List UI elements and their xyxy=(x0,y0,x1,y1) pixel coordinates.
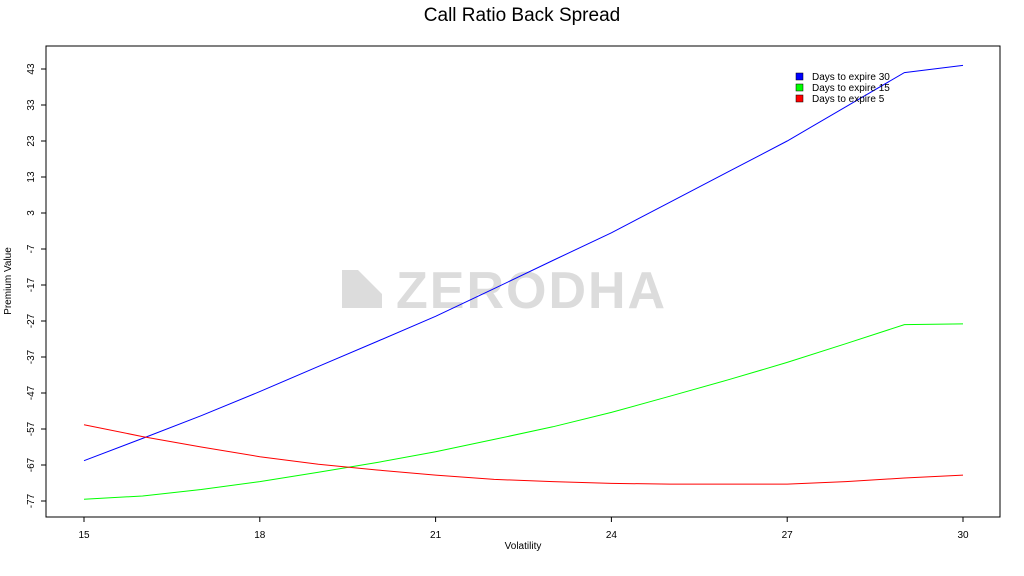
x-tick-label: 27 xyxy=(782,530,794,541)
x-tick-label: 30 xyxy=(957,530,969,541)
y-tick-label: -37 xyxy=(26,349,37,364)
y-tick-label: -17 xyxy=(26,277,37,292)
zerodha-logo-cutout xyxy=(358,270,382,294)
watermark: ZERODHA xyxy=(342,262,665,320)
y-tick-label: 33 xyxy=(26,99,37,111)
y-tick-label: 23 xyxy=(26,135,37,147)
y-tick-label: 43 xyxy=(26,63,37,75)
x-axis-title: Volatility xyxy=(505,541,542,552)
series-line-1 xyxy=(83,64,964,462)
y-tick-label: -47 xyxy=(26,385,37,400)
y-axis: 43 33 23 13 3 -7 -17 -27 -37 -47 -57 -67 -77 xyxy=(26,63,46,508)
series-lines xyxy=(83,64,964,500)
y-axis-title: Premium Value xyxy=(3,247,14,315)
x-tick-label: 18 xyxy=(254,530,266,541)
y-tick-label: -27 xyxy=(26,313,37,328)
y-tick-label: -77 xyxy=(26,493,37,508)
legend-swatch xyxy=(795,72,804,81)
y-tick-label: -7 xyxy=(26,244,37,253)
x-tick-label: 15 xyxy=(78,530,90,541)
x-tick-label: 24 xyxy=(606,530,618,541)
series-line-3 xyxy=(83,424,964,485)
y-tick-label: 13 xyxy=(26,171,37,183)
y-tick-label: -67 xyxy=(26,457,37,472)
legend-label: Days to expire 30 xyxy=(812,72,890,83)
plot-frame xyxy=(45,45,1001,518)
y-tick-label: 3 xyxy=(26,210,37,216)
series-line-2 xyxy=(83,323,964,500)
legend-label: Days to expire 15 xyxy=(812,83,890,94)
legend-swatch xyxy=(795,83,804,92)
chart-title: Call Ratio Back Spread xyxy=(423,5,621,26)
legend-label: Days to expire 5 xyxy=(812,94,885,105)
x-axis: 15 18 21 24 27 30 xyxy=(78,517,969,541)
x-tick-label: 21 xyxy=(430,530,442,541)
y-tick-label: -57 xyxy=(26,421,37,436)
legend-swatch xyxy=(795,94,804,103)
